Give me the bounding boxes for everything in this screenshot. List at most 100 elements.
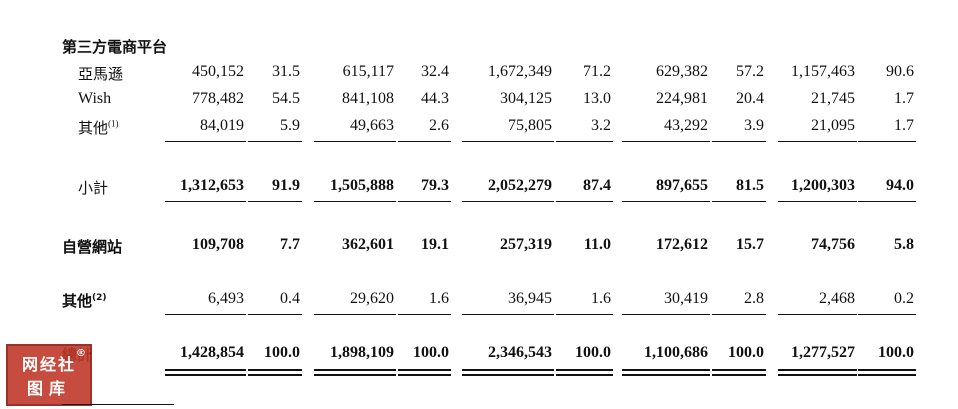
rule-after-platforms-col6: [556, 141, 613, 142]
row-label-other-platforms: 其他(1): [78, 118, 119, 137]
cell-subtotal-col1: 1,312,653: [180, 177, 244, 194]
rule-after-platforms-col2: [248, 141, 302, 142]
cell-total-col2: 100.0: [264, 344, 300, 361]
rule-total-double-a-col9: [778, 369, 857, 371]
rule-after-subtotal-col3: [314, 201, 396, 202]
rule-total-double-a-col4: [398, 369, 451, 371]
rule-after-others-col7: [622, 314, 710, 315]
rule-after-platforms-col5: [462, 141, 554, 142]
rule-total-double-b-col3: [314, 374, 396, 376]
cell-own-site-col1: 109,708: [192, 236, 244, 253]
cell-amazon-col10: 90.6: [886, 63, 914, 80]
rule-total-double-b-col7: [622, 374, 710, 376]
cell-others-col9: 2,468: [819, 290, 855, 307]
section-title: 第三方電商平台: [62, 38, 168, 56]
cell-own-site-col5: 257,319: [500, 236, 552, 253]
cell-wish-col9: 21,745: [811, 90, 855, 107]
cell-amazon-col4: 32.4: [421, 63, 449, 80]
cell-total-col4: 100.0: [413, 344, 449, 361]
cell-other-platforms-col5: 75,805: [508, 117, 552, 134]
cell-other-platforms-col2: 5.9: [280, 117, 300, 134]
cell-wish-col8: 20.4: [736, 90, 764, 107]
cell-others-col8: 2.8: [744, 290, 764, 307]
rule-after-others-col6: [556, 314, 613, 315]
footnote-divider: [62, 404, 174, 405]
cell-subtotal-col10: 94.0: [886, 177, 914, 194]
cell-amazon-col3: 615,117: [342, 63, 394, 80]
cell-others-col2: 0.4: [280, 290, 300, 307]
rule-after-others-col4: [398, 314, 451, 315]
cell-total-col5: 2,346,543: [488, 344, 552, 361]
cell-total-col1: 1,428,854: [180, 344, 244, 361]
cell-wish-col1: 778,482: [192, 90, 244, 107]
cell-wish-col7: 224,981: [656, 90, 708, 107]
cell-total-col3: 1,898,109: [330, 344, 394, 361]
cell-subtotal-col5: 2,052,279: [488, 177, 552, 194]
cell-wish-col4: 44.3: [421, 90, 449, 107]
rule-total-double-a-col1: [165, 369, 246, 371]
rule-after-subtotal-col9: [778, 201, 857, 202]
cell-total-col7: 1,100,686: [644, 344, 708, 361]
cell-total-col9: 1,277,527: [791, 344, 855, 361]
cell-others-col1: 6,493: [208, 290, 244, 307]
cell-wish-col10: 1.7: [894, 90, 914, 107]
cell-total-col6: 100.0: [575, 344, 611, 361]
cell-subtotal-col9: 1,200,303: [791, 177, 855, 194]
rule-after-subtotal-col8: [712, 201, 766, 202]
cell-subtotal-col6: 87.4: [583, 177, 611, 194]
rule-total-double-a-col7: [622, 369, 710, 371]
rule-total-double-b-col1: [165, 374, 246, 376]
cell-subtotal-col3: 1,505,888: [330, 177, 394, 194]
row-label-wish: Wish: [78, 90, 112, 107]
cell-other-platforms-col9: 21,095: [811, 117, 855, 134]
row-label-others: 其他(2): [62, 292, 107, 310]
cell-amazon-col8: 57.2: [736, 63, 764, 80]
cell-subtotal-col2: 91.9: [272, 177, 300, 194]
cell-other-platforms-col7: 43,292: [664, 117, 708, 134]
rule-total-double-a-col6: [556, 369, 613, 371]
rule-after-others-col8: [712, 314, 766, 315]
row-label-own-site: 自營網站: [62, 238, 123, 256]
rule-total-double-a-col3: [314, 369, 396, 371]
rule-total-double-b-col9: [778, 374, 857, 376]
rule-after-subtotal-col4: [398, 201, 451, 202]
rule-total-double-a-col5: [462, 369, 554, 371]
rule-after-others-col1: [165, 314, 246, 315]
cell-other-platforms-col4: 2.6: [429, 117, 449, 134]
cell-own-site-col2: 7.7: [280, 236, 300, 253]
cell-own-site-col7: 172,612: [656, 236, 708, 253]
cell-own-site-col3: 362,601: [342, 236, 394, 253]
rule-after-platforms-col8: [712, 141, 766, 142]
rule-total-double-b-col8: [712, 374, 766, 376]
watermark-line2: 图库: [26, 379, 71, 398]
registered-mark: ®: [76, 348, 86, 359]
cell-amazon-col5: 1,672,349: [488, 63, 552, 80]
rule-after-others-col3: [314, 314, 396, 315]
rule-after-platforms-col9: [778, 141, 857, 142]
cell-wish-col3: 841,108: [342, 90, 394, 107]
cell-other-platforms-col3: 49,663: [350, 117, 394, 134]
row-label-subtotal: 小計: [78, 179, 109, 197]
cell-subtotal-col8: 81.5: [736, 177, 764, 194]
cell-others-col3: 29,620: [350, 290, 394, 307]
rule-after-platforms-col4: [398, 141, 451, 142]
cell-amazon-col6: 71.2: [583, 63, 611, 80]
rule-after-subtotal-col1: [165, 201, 246, 202]
cell-amazon-col9: 1,157,463: [791, 63, 855, 80]
cell-own-site-col10: 5.8: [894, 236, 914, 253]
watermark-stamp: ® 网经社 图库: [6, 344, 92, 406]
cell-total-col10: 100.0: [878, 344, 914, 361]
rule-total-double-a-col8: [712, 369, 766, 371]
cell-others-col4: 1.6: [429, 290, 449, 307]
cell-own-site-col6: 11.0: [583, 236, 611, 253]
rule-after-subtotal-col5: [462, 201, 554, 202]
cell-own-site-col8: 15.7: [736, 236, 764, 253]
cell-other-platforms-col6: 3.2: [591, 117, 611, 134]
cell-own-site-col9: 74,756: [811, 236, 855, 253]
watermark-line1: 网经社: [21, 355, 76, 374]
rule-total-double-a-col2: [248, 369, 302, 371]
rule-after-others-col9: [778, 314, 857, 315]
cell-others-col10: 0.2: [894, 290, 914, 307]
rule-total-double-b-col6: [556, 374, 613, 376]
rule-after-others-col10: [858, 314, 916, 315]
